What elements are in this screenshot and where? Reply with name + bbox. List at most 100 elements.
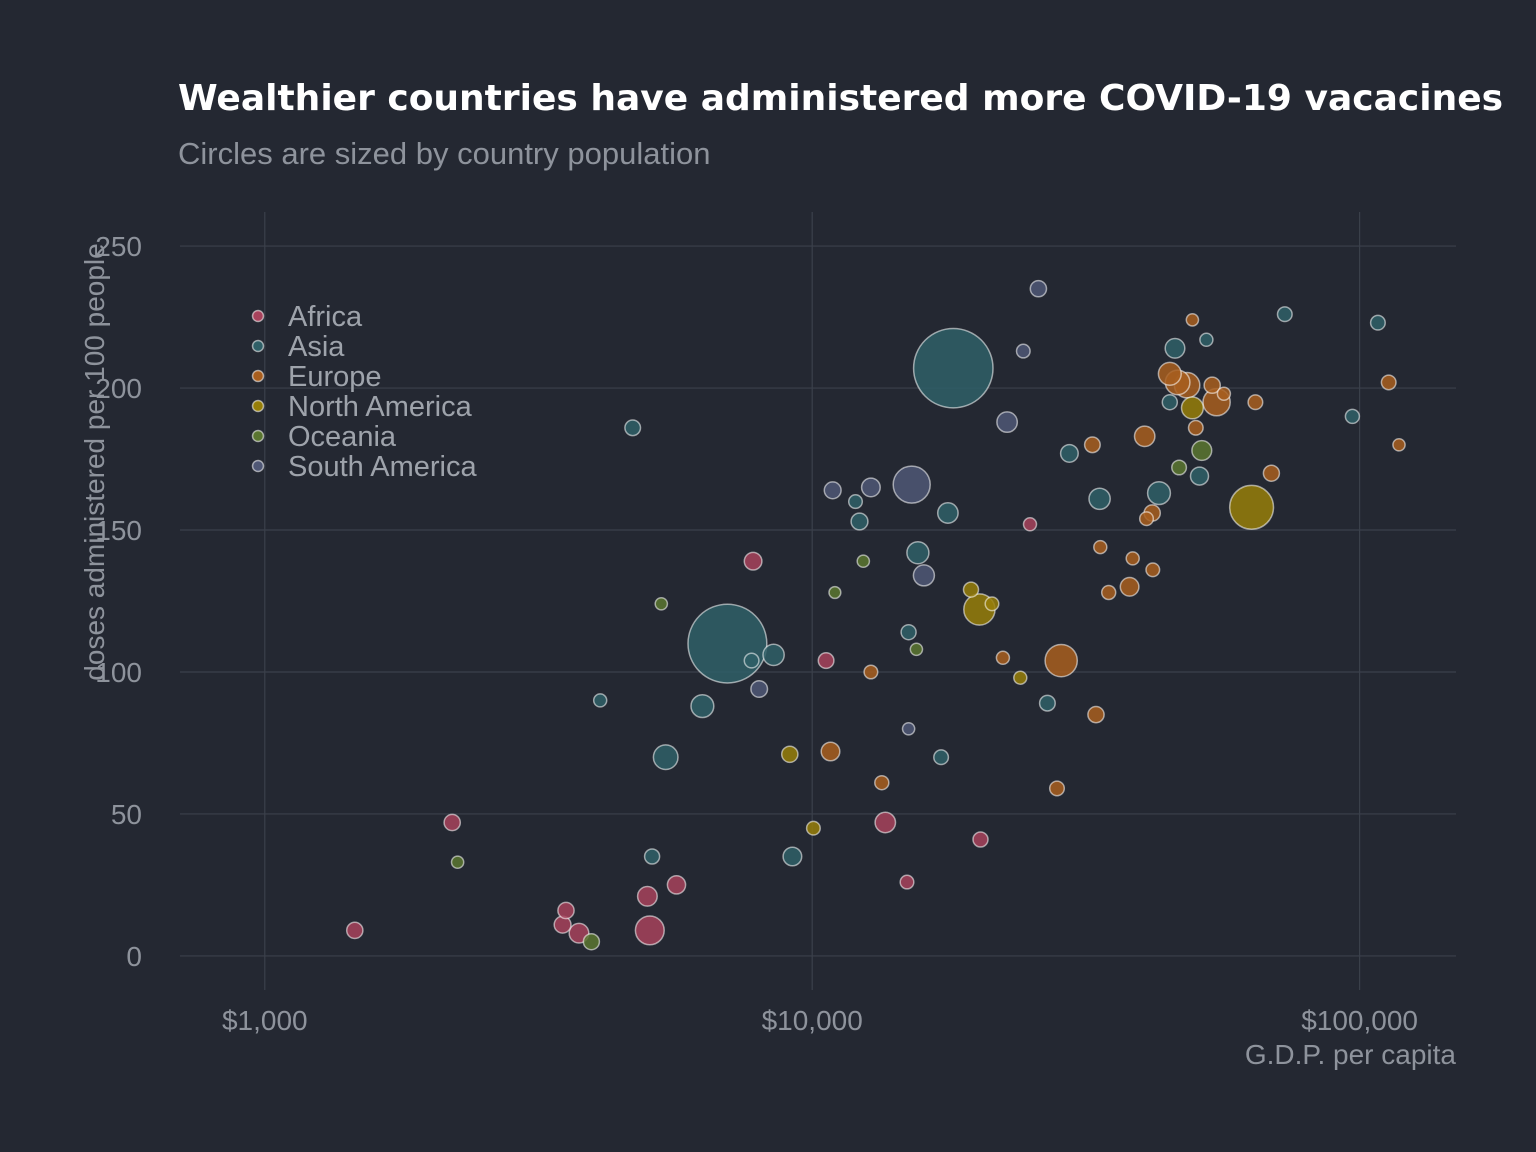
data-point xyxy=(1171,459,1188,476)
data-point xyxy=(1093,539,1108,555)
data-point xyxy=(1013,670,1028,685)
data-point xyxy=(1044,643,1079,678)
legend-swatch xyxy=(251,459,265,473)
data-point xyxy=(817,652,835,670)
data-point xyxy=(1083,436,1101,454)
data-point xyxy=(1344,408,1361,425)
data-point xyxy=(743,652,760,669)
y-tick-label: 150 xyxy=(95,515,142,546)
data-point xyxy=(972,831,989,848)
data-point xyxy=(962,581,980,598)
data-point xyxy=(1157,361,1182,386)
data-point xyxy=(624,419,642,437)
x-tick-label: $100,000 xyxy=(1301,1005,1418,1036)
data-point xyxy=(1185,313,1200,327)
legend-label: Africa xyxy=(288,301,363,333)
data-point xyxy=(1088,487,1111,511)
data-point xyxy=(856,554,871,569)
data-point xyxy=(1392,437,1406,452)
data-point xyxy=(582,932,601,951)
data-point xyxy=(1146,480,1172,506)
data-points xyxy=(345,279,1406,951)
legend-label: Oceania xyxy=(288,421,397,453)
data-point xyxy=(1015,343,1031,359)
data-point xyxy=(1180,396,1205,420)
data-point xyxy=(874,774,890,791)
data-point xyxy=(1187,419,1204,436)
data-point xyxy=(892,465,931,504)
data-point xyxy=(1125,551,1140,566)
data-point xyxy=(634,915,665,946)
legend-label: North America xyxy=(288,391,473,423)
legend-label: Europe xyxy=(288,361,382,393)
data-point xyxy=(443,813,462,832)
data-point xyxy=(850,512,869,531)
data-point xyxy=(1247,394,1264,411)
data-point xyxy=(805,820,821,836)
data-point xyxy=(1022,517,1038,532)
data-point xyxy=(690,693,715,719)
legend-swatch xyxy=(251,369,265,383)
data-point xyxy=(828,585,842,600)
data-point xyxy=(912,327,994,409)
data-point xyxy=(762,643,785,667)
data-point xyxy=(847,494,864,510)
x-axis-label: G.D.P. per capita xyxy=(1245,1039,1457,1070)
data-point xyxy=(782,846,803,867)
data-point xyxy=(1276,306,1293,323)
data-point xyxy=(1138,511,1155,527)
data-point xyxy=(750,679,769,699)
x-tick-label: $1,000 xyxy=(222,1005,308,1036)
data-point xyxy=(557,901,575,920)
data-point xyxy=(1029,279,1048,298)
data-point xyxy=(1164,337,1186,359)
data-point xyxy=(1100,584,1117,601)
data-point xyxy=(1369,314,1386,331)
data-point xyxy=(820,741,841,762)
data-point xyxy=(912,564,936,587)
data-point xyxy=(666,875,687,895)
data-point xyxy=(643,848,661,865)
data-point xyxy=(1189,466,1210,486)
data-point xyxy=(1228,484,1275,530)
data-point xyxy=(780,745,799,764)
y-tick-label: 250 xyxy=(95,231,142,262)
data-point xyxy=(936,502,959,524)
data-point xyxy=(1145,562,1161,578)
y-tick-label: 100 xyxy=(95,657,142,688)
legend-swatch xyxy=(251,339,265,353)
gridlines xyxy=(180,212,1456,990)
data-point xyxy=(687,603,768,684)
data-point xyxy=(860,477,881,498)
x-tick-label: $10,000 xyxy=(762,1005,863,1036)
data-point xyxy=(1133,425,1156,448)
data-point xyxy=(1161,393,1179,411)
data-point xyxy=(345,921,364,940)
legend-swatch xyxy=(251,399,265,413)
y-tick-label: 200 xyxy=(95,373,142,404)
data-point xyxy=(1038,694,1056,712)
data-point xyxy=(450,855,465,870)
x-axis-ticks: $1,000 $10,000 $100,000 xyxy=(222,1005,1418,1036)
data-point xyxy=(900,623,917,641)
data-point xyxy=(1048,780,1066,797)
data-point xyxy=(636,885,658,907)
data-point xyxy=(909,642,924,657)
data-point xyxy=(1191,439,1213,462)
data-point xyxy=(1059,443,1079,463)
data-point xyxy=(996,411,1019,434)
data-point xyxy=(984,596,1000,612)
y-axis-label: doses administered per 100 people xyxy=(79,243,110,680)
legend-swatch xyxy=(251,429,265,443)
data-point xyxy=(995,650,1011,666)
data-point xyxy=(1203,376,1222,395)
data-point xyxy=(1262,464,1281,482)
y-tick-label: 50 xyxy=(111,799,142,830)
legend-label: Asia xyxy=(288,331,345,363)
data-point xyxy=(874,811,897,834)
data-point xyxy=(1216,386,1232,401)
data-point xyxy=(1087,705,1105,724)
data-point xyxy=(1199,332,1214,348)
